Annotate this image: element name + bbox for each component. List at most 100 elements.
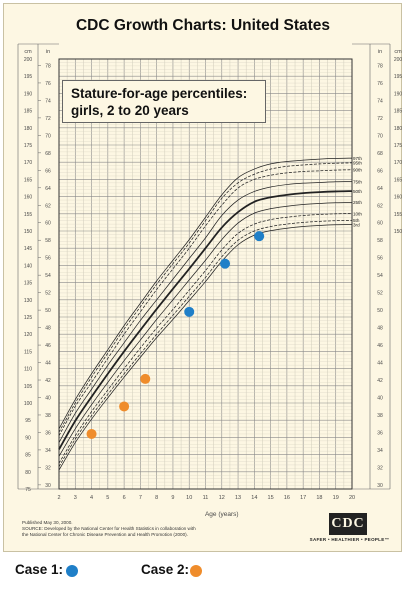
cm-tick-label: 120 [24,332,33,338]
publication-note: Published May 30, 2000. SOURCE: Develope… [22,520,312,538]
cdc-tagline: SAFER • HEALTHIER • PEOPLE™ [309,537,390,542]
cm-tick-label-right: 190 [394,91,403,97]
in-tick-label-right: 52 [377,291,383,297]
percentile-label-95th: 95th [353,161,362,166]
cm-tick-label: 80 [25,470,31,476]
cm-tick-label: 130 [24,298,33,304]
cm-tick-label: 200 [24,57,33,63]
in-tick-label-right: 54 [377,273,383,279]
cm-tick-label-right: 165 [394,177,403,183]
percentile-label-10th: 10th [353,211,362,216]
in-tick-label: 74 [45,98,51,104]
percentile-label-75th: 75th [353,179,362,184]
cm-tick-label: 90 [25,435,31,441]
cm-unit-label-left: cm [24,49,32,55]
cm-tick-label: 105 [24,384,33,390]
in-tick-label: 50 [45,308,51,314]
cm-tick-label: 145 [24,246,33,252]
in-tick-label-right: 56 [377,256,383,262]
in-tick-label: 66 [45,168,51,174]
percentile-curve-97th [58,157,353,429]
percentile-label-25th: 25th [353,200,362,205]
cm-tick-label: 135 [24,281,33,287]
cm-tick-label: 115 [24,349,32,355]
x-tick-label: 7 [139,495,142,501]
cm-tick-label-right: 170 [394,160,403,166]
in-tick-label-right: 62 [377,203,383,209]
page-title: CDC Growth Charts: United States [75,17,331,34]
cm-tick-label: 150 [24,229,33,235]
in-tick-label: 46 [45,343,51,349]
x-tick-label: 12 [219,495,225,501]
cm-tick-label: 110 [24,367,32,373]
in-tick-label: 64 [45,186,51,192]
cm-tick-label: 85 [25,453,31,459]
percentile-curve-25th [58,202,353,457]
case1-point [254,231,265,242]
cm-tick-label: 175 [24,143,33,149]
cm-tick-label-right: 175 [394,143,403,149]
cm-unit-label-right: cm [394,49,402,55]
cm-tick-label: 95 [25,418,31,424]
case1-legend-dot [66,565,78,577]
x-tick-label: 20 [349,495,355,501]
cm-tick-label-right: 185 [394,109,403,115]
cm-tick-label: 125 [24,315,33,321]
percentile-curve-3rd [58,224,353,471]
x-tick-label: 13 [235,495,241,501]
in-tick-label: 70 [45,133,51,139]
x-tick-label: 10 [186,495,192,501]
in-tick-label-right: 74 [377,98,383,104]
in-tick-label-right: 36 [377,430,383,436]
x-tick-label: 2 [57,495,60,501]
in-tick-label: 62 [45,203,51,209]
in-tick-label: 48 [45,326,51,332]
cm-tick-label: 165 [24,177,33,183]
in-tick-label: 30 [45,483,51,489]
percentile-curve-10th [58,213,353,464]
in-tick-label-right: 66 [377,168,383,174]
percentile-curve-95th [58,162,353,433]
case1-point [184,306,195,317]
in-tick-label-right: 32 [377,465,383,471]
in-tick-label-right: 70 [377,133,383,139]
in-tick-label: 40 [45,395,51,401]
in-tick-label-right: 34 [377,448,383,454]
source-line-1: SOURCE: Developed by the National Center… [22,526,196,531]
x-tick-label: 19 [333,495,339,501]
in-tick-label-right: 72 [377,116,383,122]
x-tick-label: 11 [203,495,209,501]
x-tick-label: 6 [123,495,126,501]
in-tick-label: 60 [45,221,51,227]
cm-tick-label: 75 [25,487,31,493]
percentile-label-90th: 90th [353,168,362,173]
source-line-2: the National Center for Chronic Disease … [22,532,188,537]
percentile-label-97th: 97th [353,156,362,161]
cm-tick-label: 190 [24,91,33,97]
in-tick-label-right: 48 [377,326,383,332]
in-tick-label: 56 [45,256,51,262]
chart-subtitle-box: Stature-for-age percentiles: girls, 2 to… [62,80,266,123]
in-tick-label: 68 [45,151,51,157]
case2-legend-dot [190,565,202,577]
plot-border [58,58,353,490]
x-tick-label: 4 [90,495,93,501]
in-tick-label-right: 38 [377,413,383,419]
cm-tick-label: 100 [24,401,33,407]
subtitle-line-1: Stature-for-age percentiles: [71,86,248,101]
percentile-label-3rd: 3rd [353,222,360,227]
in-unit-label-right: in [378,49,382,55]
in-tick-label-right: 68 [377,151,383,157]
cm-tick-label-right: 150 [394,229,403,235]
x-tick-label: 9 [171,495,174,501]
in-tick-label-right: 42 [377,378,383,384]
cm-tick-label: 185 [24,109,33,115]
percentile-curve-75th [58,181,353,443]
in-tick-label-right: 60 [377,221,383,227]
in-tick-label: 32 [45,465,51,471]
cm-tick-label: 180 [24,126,33,132]
in-tick-label: 54 [45,273,51,279]
cm-tick-label-right: 160 [394,195,403,201]
in-tick-label: 58 [45,238,51,244]
case2-point [140,373,151,384]
